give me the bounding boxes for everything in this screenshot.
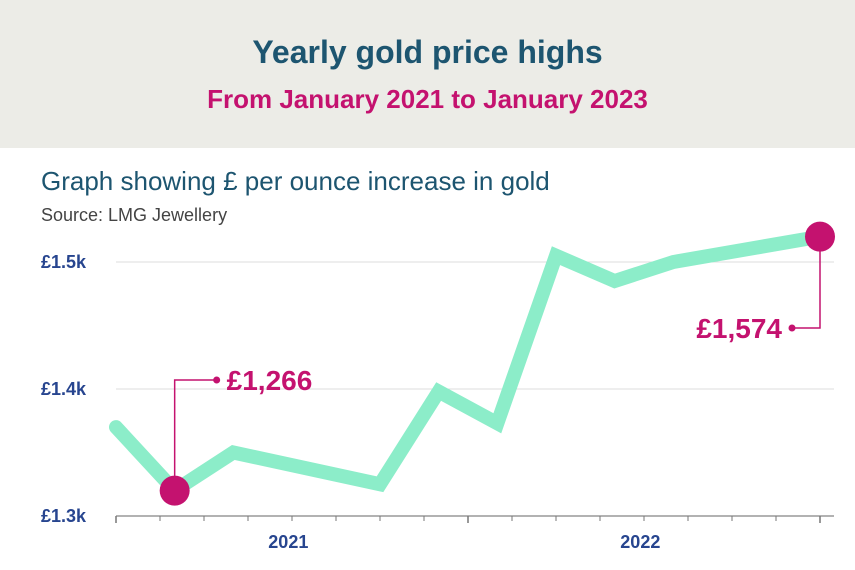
callout-leader-line [173,379,217,491]
callout-dot [788,324,796,332]
highlight-point [805,221,835,252]
x-tick-label: 2021 [268,532,308,552]
callout-leader-line [792,236,821,329]
highlight-point [159,475,190,506]
y-tick-label: £1.5k [41,252,87,272]
chart-subtitle: From January 2021 to January 2023 [207,84,648,114]
high-price-callout: £1,574 [696,313,782,344]
header-banner [0,0,855,148]
y-tick-label: £1.3k [41,506,87,526]
chart-title: Yearly gold price highs [252,34,603,70]
callout-dot [213,376,221,384]
y-tick-label: £1.4k [41,379,87,399]
source-note: Source: LMG Jewellery [41,205,228,225]
x-tick-label: 2022 [620,532,660,552]
low-price-callout: £1,266 [227,365,313,396]
gold-price-line [109,229,827,500]
graph-description: Graph showing £ per ounce increase in go… [41,166,550,196]
